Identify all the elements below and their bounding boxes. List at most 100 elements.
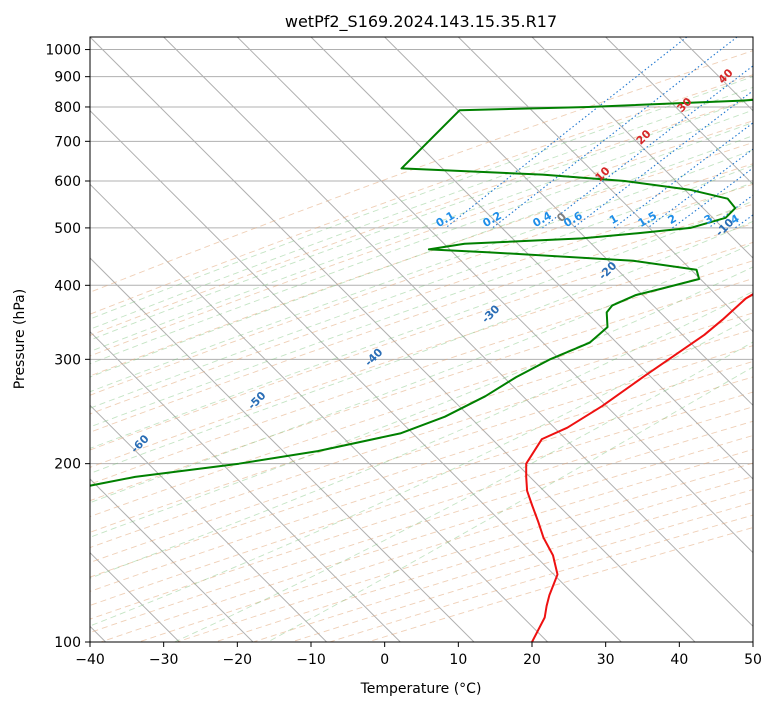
isotherm-line — [458, 37, 775, 642]
dry-adiabat-line — [0, 37, 775, 642]
chart-title: wetPf2_S169.2024.143.15.35.R17 — [285, 12, 557, 32]
dewpoint-trace — [1, 38, 775, 642]
dry-adiabat-line — [101, 37, 775, 642]
y-tick-label: 100 — [54, 635, 81, 651]
dry-adiabat-line — [0, 37, 775, 642]
isotherms — [0, 37, 775, 642]
mixing-ratio-label: 6 — [767, 212, 775, 227]
moist-adiabat-line — [0, 36, 775, 642]
moist-adiabat-line — [0, 36, 775, 642]
y-axis-label: Pressure (hPa) — [12, 289, 28, 389]
x-tick-label: −30 — [149, 652, 179, 668]
moist-adiabat-line — [0, 36, 775, 642]
dry-adiabat-line — [0, 37, 775, 642]
moist-adiabat-line — [0, 36, 775, 642]
y-tick-label: 700 — [54, 134, 81, 150]
isotherm-label: -20 — [596, 259, 619, 282]
x-tick-label: 40 — [670, 652, 688, 668]
moist-adiabat-line — [0, 36, 775, 642]
x-tick-label: 30 — [597, 652, 615, 668]
moist-adiabat-line — [0, 36, 775, 642]
dry-adiabat-line — [63, 37, 775, 642]
moist-adiabat-line — [0, 36, 775, 642]
axes-frame — [90, 37, 753, 642]
isotherm-line — [0, 37, 400, 642]
dry-adiabat-line — [0, 37, 775, 642]
isotherm-line — [606, 37, 775, 642]
mixing-ratio-label: 0.6 — [561, 209, 585, 230]
isotherm-line — [0, 37, 253, 642]
moist-adiabat-line — [0, 36, 775, 642]
x-tick-label: 50 — [744, 652, 762, 668]
y-tick-label: 1000 — [45, 43, 81, 59]
dry-adiabat-line — [0, 37, 775, 642]
dry-adiabat-line — [0, 37, 775, 642]
isotherm-line — [164, 37, 769, 642]
moist-adiabat-line — [0, 36, 775, 642]
y-tick-label: 600 — [54, 174, 81, 190]
axis-ticks: −40 −30 −20 −10 0 10 20 30 40 50 100 200 300 400 500 60… — [45, 43, 762, 668]
dry-adiabat-line — [0, 37, 775, 642]
dry-adiabat-line — [0, 37, 775, 642]
mixing-ratio-line — [446, 37, 687, 228]
y-tick-label: 300 — [54, 352, 81, 368]
dry-adiabat-line — [25, 37, 775, 642]
dry-adiabat-line — [215, 37, 775, 642]
moist-adiabat-line — [0, 36, 775, 642]
dry-adiabat-line — [0, 37, 775, 642]
y-tick-label: 900 — [54, 70, 81, 86]
y-tick-label: 200 — [54, 457, 81, 473]
dry-adiabat-line — [291, 37, 775, 642]
x-axis-label: Temperature (°C) — [360, 681, 482, 697]
mixing-ratio-line — [493, 37, 738, 228]
dry-adiabat-line — [0, 37, 775, 642]
dry-adiabat-line — [0, 37, 775, 642]
dry-adiabat-line — [0, 37, 775, 642]
plot-area: -100-90-80-70-60-50-40-30-20-10010203040… — [0, 36, 775, 642]
moist-adiabat-line — [0, 36, 775, 642]
moist-adiabat-line — [0, 36, 775, 642]
dry-adiabat-line — [0, 37, 775, 642]
x-tick-label: −20 — [223, 652, 253, 668]
dry-adiabat-line — [368, 37, 775, 642]
isotherm-line — [16, 37, 621, 642]
isotherm-line — [679, 37, 775, 642]
isotherm-line — [237, 37, 775, 642]
isotherm-line — [0, 37, 474, 642]
dry-adiabat-line — [0, 37, 775, 642]
x-tick-label: 20 — [523, 652, 541, 668]
dry-adiabats — [0, 37, 775, 642]
pressure-gridlines — [90, 50, 753, 642]
isotherm-line — [0, 37, 327, 642]
moist-adiabat-label: 30 — [675, 95, 695, 115]
dry-adiabat-line — [0, 37, 775, 642]
isotherm-line — [753, 37, 775, 642]
dry-adiabat-line — [0, 37, 775, 642]
isotherm-label: -60 — [128, 432, 151, 455]
moist-adiabat-line — [0, 36, 775, 642]
x-tick-label: 0 — [380, 652, 389, 668]
x-tick-label: 10 — [449, 652, 467, 668]
y-tick-label: 500 — [54, 221, 81, 237]
isotherm-line — [90, 37, 695, 642]
x-tick-label: −40 — [75, 652, 105, 668]
isotherm-label: -70 — [11, 475, 34, 498]
mixing-ratio-label: 0.1 — [434, 209, 457, 230]
mixing-ratio-line — [672, 37, 775, 228]
isotherm-label: -40 — [362, 346, 385, 369]
moist-adiabats — [0, 36, 775, 642]
dry-adiabat-line — [0, 37, 775, 642]
reference-line-labels: -100-90-80-70-60-50-40-30-20-10010203040… — [0, 66, 775, 631]
x-tick-label: −10 — [296, 652, 326, 668]
mixing-ratio-label: 0.4 — [531, 209, 555, 230]
dry-adiabat-line — [0, 37, 775, 642]
y-tick-label: 400 — [54, 278, 81, 294]
dry-adiabat-line — [330, 37, 775, 642]
mixing-ratio-line — [573, 37, 775, 228]
dry-adiabat-line — [0, 37, 775, 642]
moist-adiabat-line — [0, 36, 775, 642]
sounding-traces — [1, 37, 775, 642]
mixing-ratio-label: 1.5 — [636, 209, 659, 230]
